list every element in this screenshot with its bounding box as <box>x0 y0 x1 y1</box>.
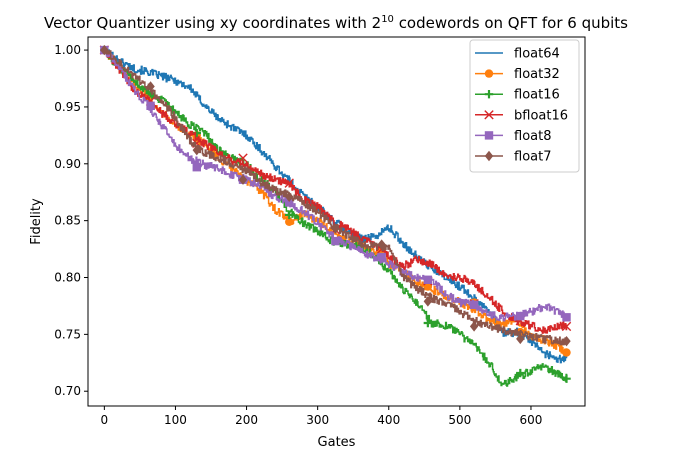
data-point-bfloat16 <box>238 153 248 163</box>
x-axis-ticks: 0 100 200 300 400 500 600 <box>101 406 543 427</box>
legend-marker <box>484 150 494 162</box>
data-point-float8 <box>562 313 571 322</box>
data-point-float16 <box>285 210 294 220</box>
data-point-float32 <box>562 348 571 357</box>
data-point-float32 <box>285 217 294 226</box>
series-float64 <box>104 49 568 364</box>
legend-item-float32: float32 <box>475 67 560 82</box>
data-point-float8 <box>516 311 525 321</box>
x-tick-label: 0 <box>101 413 109 427</box>
data-point-float8 <box>377 252 386 262</box>
legend-marker <box>484 131 494 140</box>
chart-title: Vector Quantizer using xy coordinates wi… <box>44 14 628 32</box>
legend-marker <box>484 69 494 78</box>
legend-item-float7: float7 <box>475 150 551 165</box>
y-tick-label: 1.00 <box>54 43 81 57</box>
data-point-float7 <box>377 239 386 250</box>
legend-item-float64: float64 <box>475 47 560 62</box>
plot-area <box>87 36 586 407</box>
y-tick-label: 0.75 <box>54 327 81 341</box>
data-point-float7 <box>331 223 340 234</box>
data-point-float8 <box>146 101 155 110</box>
legend-item-float8: float8 <box>475 129 551 144</box>
legend-items: float64 float32 float16 bfloat16 float8 float… <box>475 47 568 165</box>
data-point-float8 <box>423 275 433 284</box>
data-point-bfloat16 <box>284 178 294 188</box>
legend-label: float8 <box>514 129 551 144</box>
data-point-float7 <box>238 174 248 185</box>
data-point-float8 <box>469 300 479 309</box>
data-point-float8 <box>192 163 201 172</box>
x-tick-label: 400 <box>377 413 400 427</box>
series-group <box>99 44 572 387</box>
axes-frame <box>87 36 586 407</box>
data-point-float7 <box>192 144 201 156</box>
data-point-float7 <box>285 191 294 202</box>
series-line-float64 <box>104 49 568 364</box>
data-point-float7 <box>469 321 479 332</box>
x-tick-label: 200 <box>235 413 258 427</box>
x-axis-label: Gates <box>318 435 356 450</box>
legend-item-bfloat16: bfloat16 <box>475 108 568 123</box>
data-point-float32 <box>423 282 433 291</box>
data-point-float7 <box>100 44 109 56</box>
data-point-float7 <box>146 81 155 92</box>
data-point-float7 <box>423 296 433 307</box>
data-point-float7 <box>516 333 525 345</box>
data-point-float7 <box>562 335 571 347</box>
x-tick-label: 600 <box>520 413 543 427</box>
y-axis-label: Fidelity <box>29 198 44 245</box>
legend-label: float16 <box>514 88 560 103</box>
y-tick-label: 0.85 <box>54 214 81 228</box>
y-tick-label: 0.70 <box>54 384 81 398</box>
x-tick-label: 500 <box>448 413 471 427</box>
x-tick-label: 100 <box>164 413 187 427</box>
legend-label: float32 <box>514 67 560 82</box>
legend-label: bfloat16 <box>514 108 568 123</box>
data-point-float8 <box>331 236 340 246</box>
data-point-float8 <box>285 198 294 207</box>
y-tick-label: 0.90 <box>54 157 81 171</box>
legend-marker <box>484 110 494 120</box>
data-point-float16 <box>562 374 571 383</box>
data-point-float16 <box>423 318 433 328</box>
legend-marker <box>484 90 494 99</box>
legend-item-float16: float16 <box>475 88 560 103</box>
legend-label: float64 <box>514 47 560 62</box>
y-axis-ticks: 0.70 0.75 0.80 0.85 0.90 0.95 1.00 <box>54 43 88 398</box>
series-float7 <box>100 44 571 347</box>
y-tick-label: 0.95 <box>54 100 81 114</box>
x-tick-label: 300 <box>306 413 329 427</box>
legend-label: float7 <box>514 150 551 165</box>
data-point-float16 <box>516 368 525 378</box>
data-point-bfloat16 <box>561 321 572 332</box>
legend: float64 float32 float16 bfloat16 float8 float… <box>469 39 580 173</box>
y-tick-label: 0.80 <box>54 271 81 285</box>
